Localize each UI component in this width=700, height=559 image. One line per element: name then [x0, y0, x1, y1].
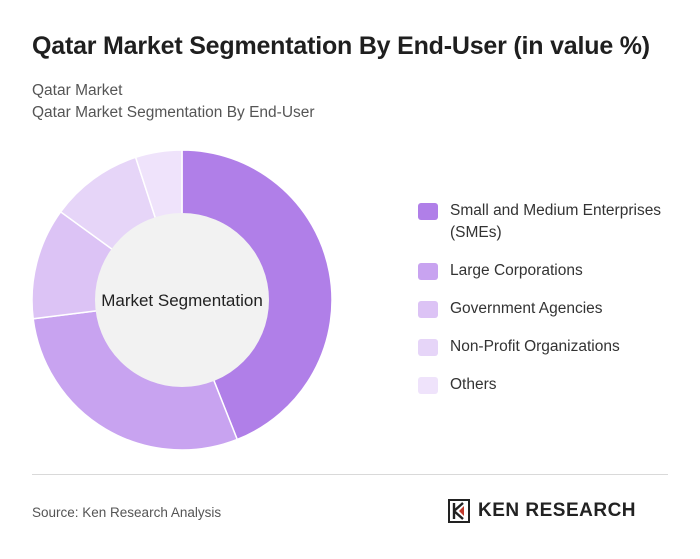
donut-chart: Market Segmentation [31, 149, 333, 451]
legend-swatch-2 [418, 301, 438, 318]
source-note: Source: Ken Research Analysis [32, 505, 222, 520]
subtitle-segmentation: Qatar Market Segmentation By End-User [32, 104, 315, 121]
chart-title: Qatar Market Segmentation By End-User (i… [32, 32, 650, 60]
legend-label-2: Government Agencies [450, 300, 603, 317]
legend-label-1: Large Corporations [450, 262, 583, 279]
legend-item-3: Non-Profit Organizations [418, 336, 678, 358]
legend-item-0: Small and Medium Enterprises (SMEs) [418, 200, 678, 244]
donut-center [95, 213, 269, 387]
legend-item-1: Large Corporations [418, 260, 678, 282]
chart-legend: Small and Medium Enterprises (SMEs) Large… [418, 200, 678, 412]
chart-subtitle: Qatar Market Qatar Market Segmentation B… [32, 80, 315, 124]
legend-swatch-1 [418, 263, 438, 280]
legend-label-4: Others [450, 376, 497, 393]
legend-item-4: Others [418, 374, 678, 396]
brand-name: KEN RESEARCH [478, 500, 637, 521]
legend-swatch-3 [418, 339, 438, 356]
legend-swatch-0 [418, 203, 438, 220]
donut-center-label: Market Segmentation [101, 291, 263, 310]
ken-research-logo-icon [448, 499, 470, 523]
subtitle-market: Qatar Market [32, 82, 123, 99]
legend-label-0: Small and Medium Enterprises (SMEs) [450, 202, 662, 241]
legend-label-3: Non-Profit Organizations [450, 338, 620, 355]
brand-logo: KEN RESEARCH [448, 499, 636, 523]
legend-swatch-4 [418, 377, 438, 394]
footer-divider [32, 474, 668, 475]
legend-item-2: Government Agencies [418, 298, 678, 320]
